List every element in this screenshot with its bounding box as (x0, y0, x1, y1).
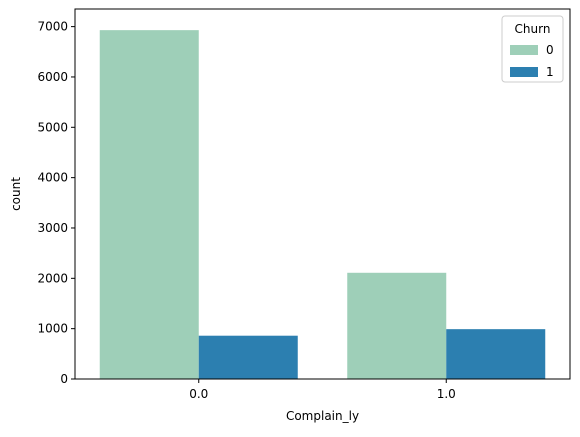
bar-0.0-churn-0 (99, 30, 199, 380)
legend-swatch-0 (510, 45, 538, 55)
y-tick-label: 2000 (37, 271, 68, 285)
bar-0.0-churn-1 (198, 335, 298, 379)
y-tick-label: 7000 (37, 20, 68, 34)
y-tick-label: 4000 (37, 171, 68, 185)
y-axis-label: count (9, 177, 23, 211)
y-tick-label: 6000 (37, 70, 68, 84)
legend-title: Churn (515, 22, 551, 36)
y-tick-label: 3000 (37, 221, 68, 235)
x-tick-label: 0.0 (189, 387, 208, 401)
x-axis: 0.0 1.0 (189, 379, 456, 401)
legend-label-0: 0 (546, 43, 554, 57)
legend: Churn 0 1 (501, 15, 564, 83)
legend-label-1: 1 (546, 65, 554, 79)
y-axis: 0 1000 2000 3000 4000 5000 6000 7000 (37, 20, 75, 386)
y-tick-label: 0 (60, 372, 68, 386)
bar-1.0-churn-1 (446, 329, 546, 379)
plot-frame (74, 8, 571, 380)
y-tick-label: 5000 (37, 120, 68, 134)
bar-1.0-churn-0 (347, 272, 447, 379)
x-tick-label: 1.0 (437, 387, 456, 401)
bars (99, 30, 546, 380)
legend-swatch-1 (510, 67, 538, 77)
y-tick-label: 1000 (37, 322, 68, 336)
x-axis-label: Complain_ly (286, 409, 359, 423)
